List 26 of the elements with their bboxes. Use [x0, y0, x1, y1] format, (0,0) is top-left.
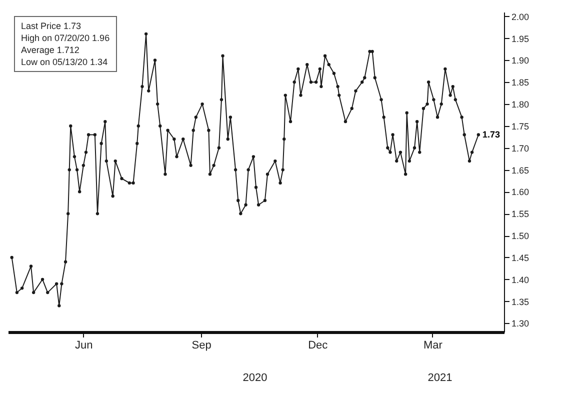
y-tick-label: 1.60: [512, 187, 530, 198]
x-tick-label: Mar: [423, 340, 443, 352]
y-tick-label: 1.30: [512, 318, 530, 329]
annotation: High on 07/20/20 1.96: [21, 32, 110, 44]
x-tick-label: Sep: [192, 340, 212, 352]
y-tick-label: 1.55: [512, 209, 530, 220]
y-tick-label: 1.95: [512, 34, 530, 44]
x-tick-label: Jun: [75, 340, 93, 352]
y-tick-label: 1.85: [512, 78, 530, 88]
y-tick-label: 2.00: [512, 12, 530, 22]
y-tick-label: 1.35: [512, 296, 530, 307]
annotation: 1.73: [482, 130, 500, 140]
annotation: Last Price 1.73: [21, 20, 82, 32]
y-tick-label: 1.40: [512, 274, 530, 285]
annotation: Low on 05/13/20 1.34: [21, 56, 109, 68]
y-tick-label: 1.65: [512, 165, 530, 176]
y-tick-label: 1.70: [512, 143, 530, 154]
y-tick-label: 1.75: [512, 121, 530, 132]
y-tick-label: 1.45: [512, 252, 530, 263]
y-tick-label: 1.90: [512, 56, 530, 66]
y-tick-label: 1.80: [512, 100, 530, 110]
x-tick-label: Dec: [308, 340, 328, 352]
text: 2021: [428, 372, 452, 384]
text: 2020: [242, 372, 268, 384]
y-tick-label: 1.50: [512, 231, 530, 242]
annotation: Average 1.712: [21, 44, 80, 56]
